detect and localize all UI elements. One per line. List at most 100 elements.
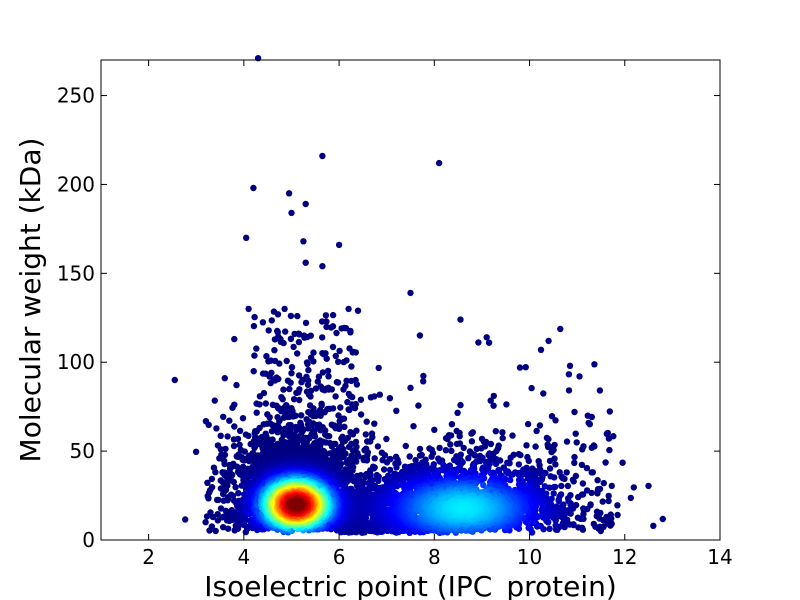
data-point: [352, 349, 359, 356]
data-point: [347, 329, 354, 336]
data-point: [310, 358, 317, 365]
data-point: [528, 384, 535, 392]
data-point: [540, 390, 547, 397]
data-point: [327, 324, 335, 331]
data-point: [606, 446, 613, 454]
data-point: [608, 482, 615, 490]
data-point: [525, 457, 532, 465]
data-point: [594, 490, 601, 497]
data-point: [465, 455, 472, 462]
data-point: [588, 444, 595, 451]
data-point: [415, 402, 422, 409]
data-point: [619, 459, 626, 466]
data-point: [588, 469, 595, 476]
data-point: [507, 454, 514, 461]
data-point: [205, 495, 212, 502]
data-point: [329, 343, 337, 351]
data-point: [305, 366, 312, 374]
data-point: [565, 387, 573, 394]
data-point: [575, 493, 582, 501]
data-point: [325, 433, 333, 440]
data-point: [572, 430, 579, 437]
data-point: [319, 152, 326, 160]
data-point: [583, 487, 591, 494]
data-point: [483, 334, 490, 341]
data-point: [454, 409, 461, 416]
data-point: [224, 525, 232, 532]
data-point: [202, 519, 209, 526]
data-point: [442, 447, 450, 454]
data-point: [375, 477, 382, 485]
data-point: [296, 331, 303, 338]
data-point: [650, 522, 657, 529]
data-point: [302, 200, 309, 208]
data-point: [232, 484, 239, 491]
data-point: [448, 421, 456, 428]
data-point: [335, 241, 343, 249]
data-point: [380, 466, 388, 473]
data-point: [515, 476, 523, 484]
data-point: [522, 364, 529, 371]
data-point: [537, 346, 545, 353]
data-point: [222, 486, 230, 494]
data-points: [171, 55, 666, 537]
data-point: [222, 445, 229, 453]
data-point: [353, 381, 361, 388]
data-point: [251, 313, 258, 321]
data-point: [410, 423, 417, 430]
data-point: [563, 438, 571, 445]
data-point: [251, 352, 258, 359]
data-point: [336, 347, 343, 355]
data-point: [407, 289, 414, 297]
data-point: [226, 417, 233, 424]
data-point: [574, 514, 582, 521]
data-point: [317, 412, 324, 419]
data-point: [221, 460, 228, 468]
data-point: [253, 409, 260, 416]
data-point: [444, 435, 451, 443]
data-point: [302, 259, 309, 266]
data-point: [579, 446, 586, 453]
data-point: [548, 448, 555, 456]
data-point: [229, 404, 236, 411]
data-point: [329, 405, 337, 412]
data-point: [204, 479, 211, 486]
data-point: [475, 339, 482, 346]
data-point: [525, 524, 532, 532]
data-point: [302, 319, 310, 327]
data-point: [627, 494, 634, 502]
data-point: [605, 492, 612, 500]
data-point: [319, 369, 327, 376]
data-point: [245, 432, 252, 439]
data-point: [599, 498, 606, 505]
data-point: [231, 335, 238, 343]
data-point: [571, 459, 578, 466]
data-point: [287, 312, 295, 320]
data-point: [212, 469, 219, 476]
data-point: [224, 433, 231, 440]
data-point: [346, 406, 353, 414]
data-point: [217, 446, 225, 453]
data-point: [471, 452, 479, 459]
data-point: [268, 317, 275, 324]
data-point: [250, 322, 258, 330]
data-point: [345, 305, 352, 313]
data-point: [533, 427, 540, 435]
data-point: [285, 432, 293, 440]
data-point: [499, 429, 506, 436]
data-point: [290, 396, 298, 403]
data-point: [295, 338, 303, 346]
data-point: [573, 439, 580, 446]
data-point: [586, 421, 593, 428]
data-point: [211, 397, 218, 404]
data-point: [550, 490, 557, 497]
data-point: [276, 360, 283, 367]
data-point: [298, 412, 305, 419]
data-point: [212, 527, 219, 535]
data-point: [523, 442, 530, 449]
data-point: [241, 457, 248, 464]
data-point: [447, 441, 454, 448]
data-point: [298, 379, 305, 386]
data-point: [487, 397, 494, 404]
